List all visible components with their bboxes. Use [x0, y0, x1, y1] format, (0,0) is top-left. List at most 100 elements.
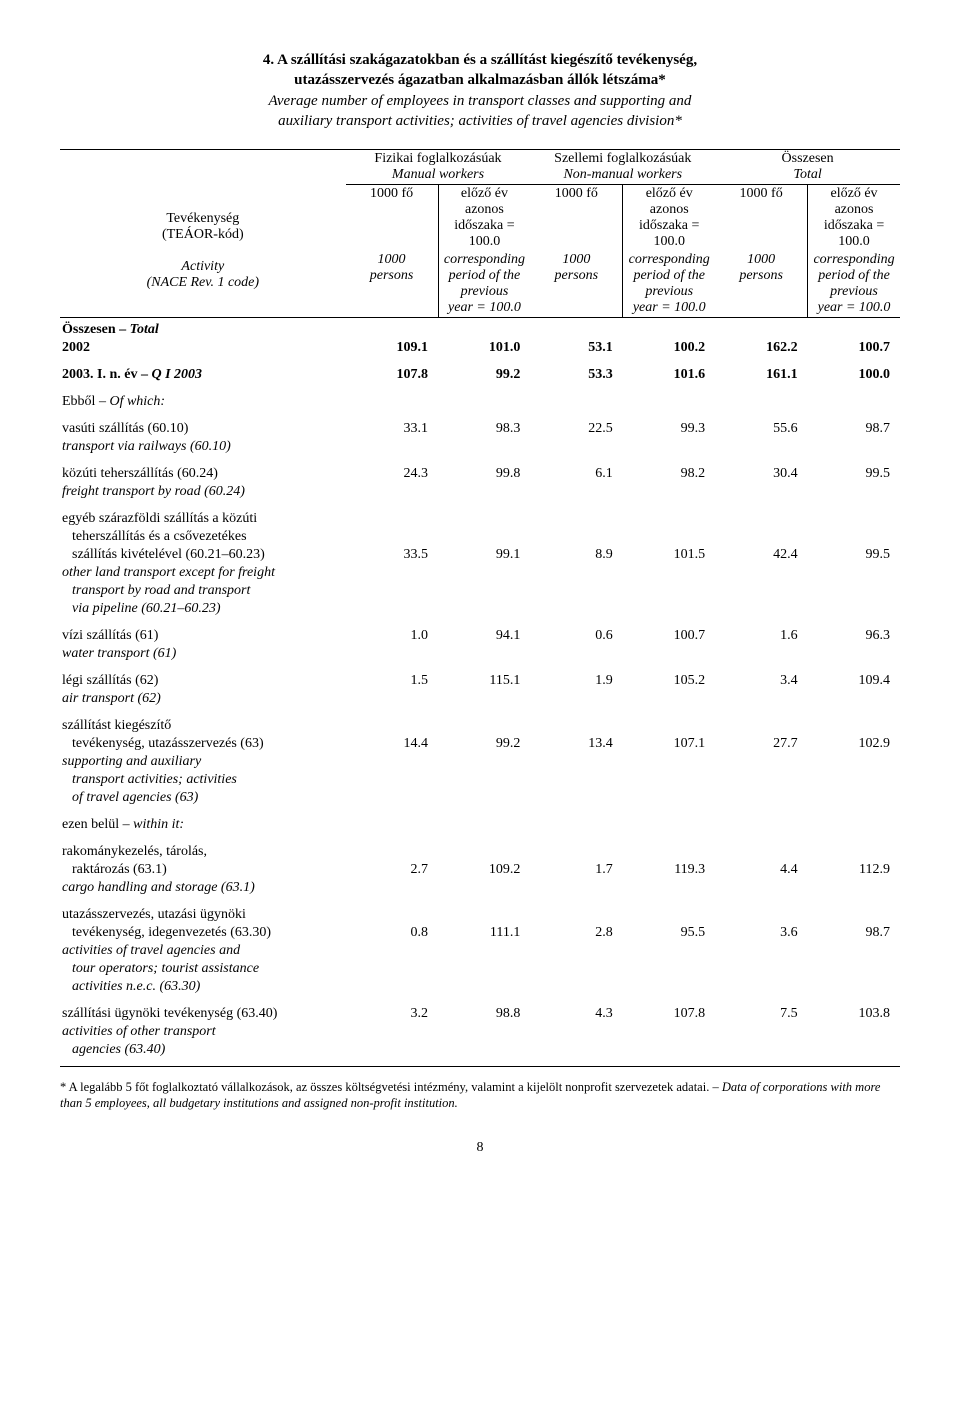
cell: 99.2: [438, 735, 530, 753]
label-tour-en1: activities of travel agencies and: [60, 942, 346, 960]
row-cargo-en: cargo handling and storage (63.1): [60, 879, 900, 897]
hdr-1000-en-1a: 1000: [378, 252, 406, 267]
cell: 4.3: [530, 996, 622, 1023]
title-line-2: utazásszervezés ágazatban alkalmazásban …: [60, 70, 900, 90]
hdr-corr-2a: corresponding: [629, 252, 710, 267]
cell: 0.8: [346, 924, 438, 942]
hdr-corr-2c: previous: [645, 284, 693, 299]
row-aux-2: tevékenység, utazásszervezés (63) 14.4 9…: [60, 735, 900, 753]
label-air-hu: légi szállítás (62): [60, 663, 346, 690]
cell: 99.5: [808, 456, 900, 483]
cell: 1.7: [530, 861, 622, 879]
cell: 2.7: [346, 861, 438, 879]
cell: 99.1: [438, 546, 530, 564]
total-hu: Összesen –: [62, 322, 130, 337]
row-aux-1: szállítást kiegészítő: [60, 708, 900, 735]
hdr-corr-3c: previous: [830, 284, 878, 299]
cell: 105.2: [623, 663, 715, 690]
row-total-heading: Összesen – Total: [60, 318, 900, 340]
label-tour-hu2: tevékenység, idegenvezetés (63.30): [60, 924, 346, 942]
cell: 33.1: [346, 411, 438, 438]
footnote-hu: * A legalább 5 főt foglalkoztató vállalk…: [60, 1080, 722, 1094]
cell: 98.2: [623, 456, 715, 483]
label-aux-en2: transport activities; activities: [60, 771, 346, 789]
cell: 13.4: [530, 735, 622, 753]
hdr-prev-1c: 100.0: [469, 234, 501, 249]
hdr-prev-1b: időszaka =: [454, 218, 514, 233]
label-other-en2: transport by road and transport: [60, 582, 346, 600]
cell: 103.8: [808, 996, 900, 1023]
label-other-en1: other land transport except for freight: [60, 564, 346, 582]
row-water: vízi szállítás (61) 1.0 94.1 0.6 100.7 1…: [60, 618, 900, 645]
hdr-corr-1d: year = 100.0: [448, 300, 521, 315]
label-cargo-en: cargo handling and storage (63.1): [60, 879, 346, 897]
cell: 24.3: [346, 456, 438, 483]
row-tour-1: utazásszervezés, utazási ügynöki: [60, 897, 900, 924]
cell: 55.6: [715, 411, 807, 438]
row-aux-en1: supporting and auxiliary: [60, 753, 900, 771]
hdr-1000fo-1: 1000 fő: [370, 186, 413, 201]
hdr-prev-2c: 100.0: [653, 234, 685, 249]
cell: 33.5: [346, 546, 438, 564]
title-block: 4. A szállítási szakágazatokban és a szá…: [60, 50, 900, 131]
cell: 53.3: [530, 357, 622, 384]
hdr-1000-en-3b: persons: [739, 268, 783, 283]
hdr-1000-en-3a: 1000: [747, 252, 775, 267]
cell: 101.5: [623, 546, 715, 564]
cell: 8.9: [530, 546, 622, 564]
within-en: within it:: [133, 817, 184, 832]
cell: 95.5: [623, 924, 715, 942]
row-other-3: szállítás kivételével (60.21–60.23) 33.5…: [60, 546, 900, 564]
hdr-1000-en-2a: 1000: [562, 252, 590, 267]
cell: 109.1: [346, 339, 438, 357]
hdr-prev-2a: előző év azonos: [646, 186, 693, 217]
cell: 4.4: [715, 861, 807, 879]
cell: 1.5: [346, 663, 438, 690]
title-en-1: Average number of employees in transport…: [60, 91, 900, 111]
cell: 3.6: [715, 924, 807, 942]
label-2003-hu: 2003. I. n. év –: [62, 367, 151, 382]
cell: 101.6: [623, 357, 715, 384]
ofwhich-en: Of which:: [109, 394, 165, 409]
cell: 101.0: [438, 339, 530, 357]
cell: 99.5: [808, 546, 900, 564]
cell: 53.1: [530, 339, 622, 357]
label-water-en: water transport (61): [60, 645, 346, 663]
cell: 99.8: [438, 456, 530, 483]
cell: 100.7: [808, 339, 900, 357]
hdr-1000-en-1b: persons: [370, 268, 414, 283]
label-tour-hu1: utazásszervezés, utazási ügynöki: [60, 897, 346, 924]
label-agent-hu: szállítási ügynöki tevékenység (63.40): [60, 996, 346, 1023]
row-2002: 2002 109.1 101.0 53.1 100.2 162.2 100.7: [60, 339, 900, 357]
cell: 115.1: [438, 663, 530, 690]
row-agent-en2: agencies (63.40): [60, 1041, 900, 1059]
cell: 112.9: [808, 861, 900, 879]
hdr-activity-hu2: (TEÁOR-kód): [162, 227, 244, 242]
label-other-hu3: szállítás kivételével (60.21–60.23): [60, 546, 346, 564]
hdr-nonmanual-en: Non-manual workers: [563, 167, 682, 182]
hdr-corr-2b: period of the: [633, 268, 705, 283]
cell: 98.8: [438, 996, 530, 1023]
title-line-1: 4. A szállítási szakágazatokban és a szá…: [60, 50, 900, 70]
row-air-en: air transport (62): [60, 690, 900, 708]
cell: 109.4: [808, 663, 900, 690]
cell: 96.3: [808, 618, 900, 645]
row-rail-en: transport via railways (60.10): [60, 438, 900, 456]
label-aux-hu1: szállítást kiegészítő: [60, 708, 346, 735]
hdr-prev-2b: időszaka =: [639, 218, 699, 233]
cell: 3.4: [715, 663, 807, 690]
row-aux-en2: transport activities; activities: [60, 771, 900, 789]
label-road-en: freight transport by road (60.24): [60, 483, 346, 501]
cell: 100.7: [623, 618, 715, 645]
cell: 100.2: [623, 339, 715, 357]
hdr-manual-en: Manual workers: [392, 167, 484, 182]
hdr-total-en: Total: [793, 167, 821, 182]
cell: 109.2: [438, 861, 530, 879]
row-air: légi szállítás (62) 1.5 115.1 1.9 105.2 …: [60, 663, 900, 690]
header-detail-row: Tevékenység (TEÁOR-kód) Activity (NACE R…: [60, 185, 900, 252]
hdr-corr-1c: previous: [461, 284, 509, 299]
hdr-nonmanual-hu: Szellemi foglalkozásúak: [554, 151, 691, 166]
cell: 107.8: [346, 357, 438, 384]
cell: 94.1: [438, 618, 530, 645]
cell: 1.9: [530, 663, 622, 690]
